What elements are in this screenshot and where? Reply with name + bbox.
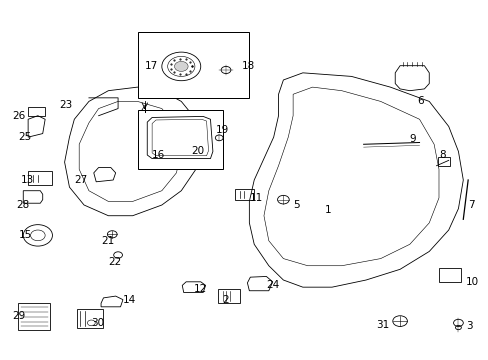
Text: 25: 25 <box>19 132 32 142</box>
Text: 5: 5 <box>292 200 299 210</box>
Text: 14: 14 <box>122 295 136 305</box>
Text: 19: 19 <box>215 125 228 135</box>
Text: 1: 1 <box>324 205 331 215</box>
Text: 7: 7 <box>467 200 474 210</box>
Text: 16: 16 <box>152 150 165 160</box>
Text: 15: 15 <box>19 230 32 240</box>
FancyBboxPatch shape <box>137 111 222 169</box>
Text: 20: 20 <box>191 147 203 157</box>
Bar <box>19 303 50 330</box>
Bar <box>77 309 103 328</box>
Text: 12: 12 <box>193 284 206 294</box>
Text: 29: 29 <box>12 311 25 321</box>
Text: 28: 28 <box>16 200 29 210</box>
Text: 26: 26 <box>12 111 25 121</box>
Text: 22: 22 <box>108 257 122 267</box>
Bar <box>438 267 460 282</box>
Text: 2: 2 <box>222 295 229 305</box>
Text: 17: 17 <box>144 61 158 71</box>
Text: 23: 23 <box>60 100 73 110</box>
Text: 11: 11 <box>249 193 262 203</box>
Text: 4: 4 <box>140 105 146 115</box>
Text: 8: 8 <box>438 150 445 160</box>
FancyBboxPatch shape <box>137 32 249 98</box>
Circle shape <box>174 62 188 71</box>
Text: 27: 27 <box>74 175 87 185</box>
Text: 30: 30 <box>91 318 104 328</box>
Text: 13: 13 <box>21 175 34 185</box>
Text: 21: 21 <box>101 236 114 246</box>
Text: 9: 9 <box>409 134 416 144</box>
Text: 10: 10 <box>465 277 478 287</box>
Text: 6: 6 <box>416 96 423 107</box>
Text: 18: 18 <box>242 61 255 71</box>
Text: 24: 24 <box>266 280 279 291</box>
Bar <box>28 171 52 185</box>
Text: 31: 31 <box>375 320 388 330</box>
Text: 3: 3 <box>465 321 471 332</box>
Bar <box>217 289 239 303</box>
Bar <box>437 157 449 166</box>
Bar <box>234 189 254 200</box>
